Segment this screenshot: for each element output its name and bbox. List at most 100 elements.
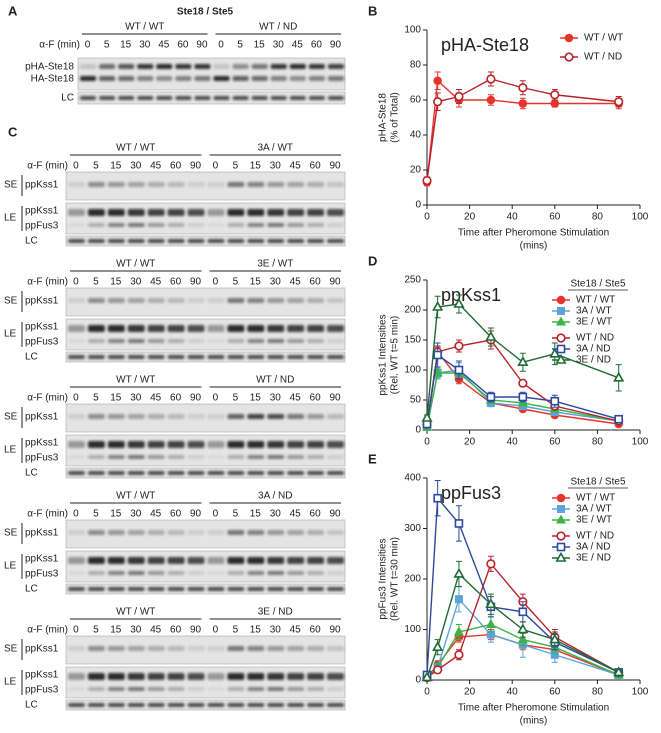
blot-band (147, 239, 165, 243)
legend-marker (564, 33, 574, 43)
time-label: 30 (273, 40, 285, 51)
time-label: 45 (290, 625, 302, 636)
blot-band (247, 209, 265, 216)
time-label: 30 (130, 393, 142, 404)
blot-band (68, 223, 85, 227)
blot-band (167, 239, 185, 243)
blot-band (247, 587, 265, 591)
time-label: 0 (85, 40, 91, 51)
blot-band (107, 703, 125, 707)
x-tick-label: 20 (464, 437, 476, 448)
chart-title: ppKss1 (441, 285, 501, 305)
time-label: 60 (310, 277, 322, 288)
y-axis-label: ppFus3 Intensities (378, 538, 389, 619)
time-label: 60 (177, 40, 189, 51)
blot-band (227, 414, 245, 419)
blot-band (137, 76, 154, 81)
blot-band (213, 64, 230, 69)
blot-band (267, 209, 285, 216)
blot-band (251, 96, 268, 100)
blot-band (267, 414, 285, 419)
band-label: ppFus3 (25, 453, 59, 464)
blot-band (127, 355, 145, 359)
group-label: WT / WT (116, 375, 155, 386)
blot-band (194, 64, 211, 69)
blot-band (287, 687, 305, 691)
blot-band (267, 530, 285, 535)
blot-band (68, 298, 85, 303)
marker (550, 99, 560, 108)
exposure-label: LE (4, 213, 17, 224)
blot-band (187, 557, 205, 564)
blot-band (207, 646, 225, 651)
blot-band (99, 64, 116, 69)
blot-band (167, 687, 185, 691)
blot-band (87, 298, 105, 303)
blot-band (107, 339, 125, 343)
marker (550, 90, 560, 100)
marker (613, 666, 625, 677)
blot-band (207, 571, 225, 575)
blot-membrane (65, 699, 346, 711)
blot-band (307, 355, 325, 359)
time-label: 60 (310, 161, 322, 172)
blot-band (207, 587, 225, 591)
x-tick-label: 0 (424, 212, 430, 223)
time-label: 90 (190, 161, 202, 172)
x-tick-label: 80 (592, 437, 604, 448)
marker (518, 99, 528, 108)
blot-band (207, 355, 225, 359)
time-label: 30 (139, 40, 151, 51)
blot-band (147, 325, 165, 332)
time-label: 5 (233, 509, 239, 520)
blot-band (137, 64, 154, 69)
blot-band (187, 687, 205, 691)
time-label: 30 (130, 161, 142, 172)
time-label: 0 (73, 161, 79, 172)
y-tick-label: 150 (404, 335, 421, 346)
blot-band (327, 182, 344, 187)
blot-band (227, 673, 245, 680)
blot-band (175, 76, 192, 81)
blot-band (118, 76, 135, 81)
exposure-label: SE (4, 296, 18, 307)
blot-band (107, 471, 125, 475)
y-tick-label: 200 (404, 305, 421, 316)
blot-band (327, 64, 344, 69)
blot-band (327, 557, 344, 564)
blot-band (227, 223, 245, 227)
time-label: 30 (130, 625, 142, 636)
blot-band (267, 325, 285, 332)
group-label: 3A / WT (257, 143, 293, 154)
legend-marker (556, 344, 566, 354)
time-label: 0 (213, 277, 219, 288)
blot-band (227, 298, 245, 303)
legend-label: 3E / ND (576, 553, 611, 564)
blot-band (107, 223, 125, 227)
panel-title: Ste18 / Ste5 (177, 7, 234, 18)
blot-band (207, 223, 225, 227)
blot-band (187, 587, 205, 591)
blot-band (287, 571, 305, 575)
legend-label: 3A / ND (576, 542, 610, 553)
exposure-label: LE (4, 445, 17, 456)
blot-band (207, 687, 225, 691)
blot-band (247, 687, 265, 691)
blot-band (247, 355, 265, 359)
blot-band (127, 441, 145, 448)
time-label: 5 (233, 277, 239, 288)
blot-band (207, 325, 225, 332)
blot-band (127, 182, 145, 187)
band-label: ppKss1 (25, 644, 59, 655)
time-label: 60 (170, 393, 182, 404)
blot-band (147, 209, 165, 216)
y-tick-label: 200 (404, 574, 421, 585)
marker (421, 671, 433, 682)
time-label: 15 (110, 161, 122, 172)
time-label: 45 (290, 509, 302, 520)
row-label: LC (61, 93, 74, 104)
blot-band (167, 471, 185, 475)
group-label: WT / WT (116, 491, 155, 502)
blot-band (327, 339, 344, 343)
time-label: 0 (73, 509, 79, 520)
